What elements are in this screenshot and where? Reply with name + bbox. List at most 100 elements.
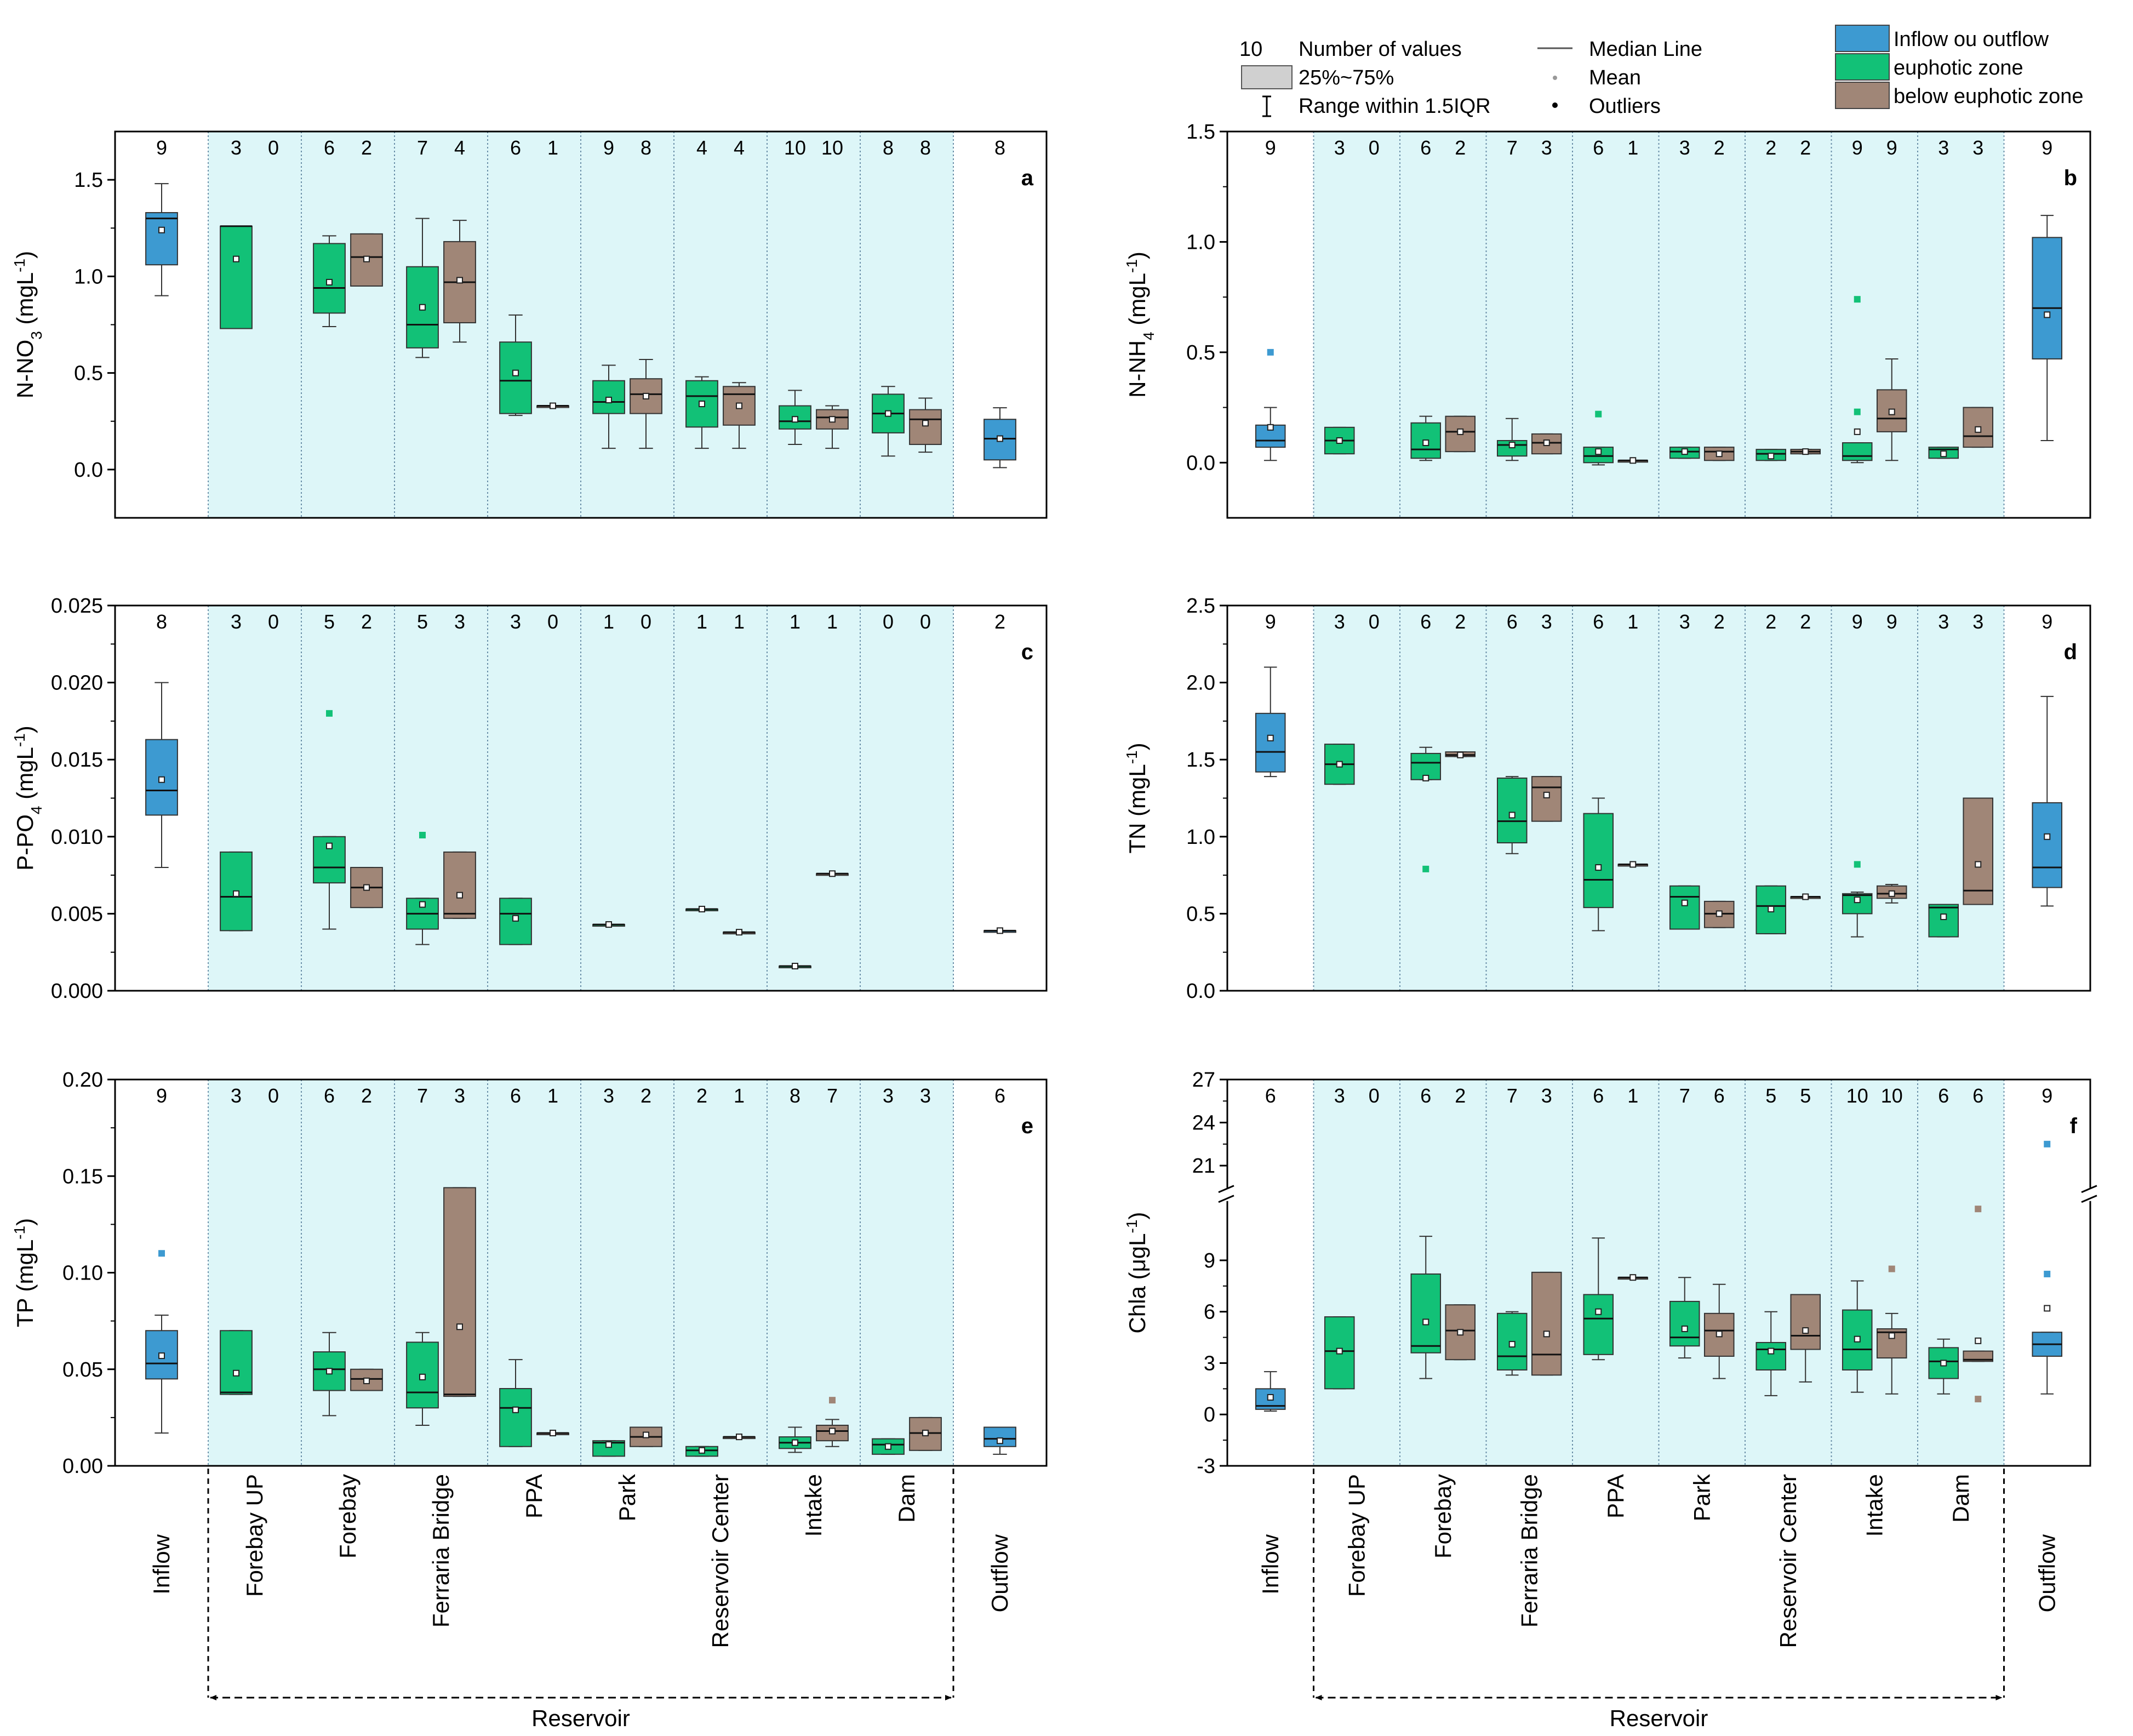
n-count: 9: [156, 1084, 167, 1107]
axis-break-mark: [2081, 1185, 2097, 1194]
mean-marker: [1854, 1335, 1861, 1343]
y-axis-label: P-PO4 (mgL-1): [11, 726, 45, 871]
n-count: 3: [920, 1084, 931, 1107]
n-count: 2: [1455, 610, 1466, 633]
iqr-box: [443, 1187, 476, 1397]
y-tick-label: 0.000: [51, 980, 103, 1003]
box-be: [1703, 1283, 1735, 1379]
mean-marker: [1681, 1325, 1688, 1332]
n-count: 6: [1507, 610, 1518, 633]
panel-d: 0.00.51.01.52.02.5TN (mgL-1)d9 3 0 6 2 6 3 6 1 3 2…: [1123, 595, 2091, 1003]
mean-marker: [997, 927, 1003, 934]
y-axis-label: N-NO3 (mgL-1): [11, 251, 45, 398]
mean-marker: [1457, 428, 1464, 435]
n-count: 9: [1265, 610, 1276, 633]
n-count: 9: [2041, 1084, 2052, 1107]
panel-letter: a: [1021, 166, 1034, 190]
site-label: Inflow: [1257, 1534, 1283, 1594]
site-label: PPA: [1603, 1474, 1628, 1518]
mean-marker: [456, 277, 463, 284]
n-count: 2: [1714, 610, 1725, 633]
n-count: 3: [1334, 136, 1345, 159]
legend-swatch-inflow-outflow: [1835, 25, 1890, 52]
box-be: [723, 929, 756, 936]
n-count: 2: [1800, 136, 1811, 159]
iqr-box: [1842, 1309, 1873, 1370]
box-be: [443, 1187, 476, 1397]
mean-marker: [363, 255, 370, 262]
box-eu: [779, 963, 811, 970]
y-tick-label: 1.0: [74, 265, 103, 288]
y-tick-label: 0: [1204, 1403, 1215, 1426]
n-count: 2: [361, 610, 372, 633]
mean-marker: [1422, 1318, 1429, 1326]
n-count: 6: [324, 136, 335, 159]
mean-marker: [1543, 439, 1550, 447]
site-label: Dam: [1948, 1474, 1974, 1523]
mean-marker: [158, 226, 165, 233]
y-tick-label: 0.005: [51, 903, 103, 926]
n-count: 0: [268, 610, 279, 633]
iqr-box: [1963, 797, 1994, 905]
box-be: [1790, 893, 1821, 900]
n-count: 2: [1800, 610, 1811, 633]
mean-marker: [922, 420, 929, 427]
legend-mean-label: Mean: [1589, 66, 1641, 89]
box-eu: [1669, 447, 1700, 459]
y-tick-label: 0.015: [51, 749, 103, 772]
mean-marker: [2044, 1305, 2051, 1312]
n-count: 1: [827, 610, 838, 633]
panel-letter: e: [1021, 1114, 1033, 1138]
mean-marker: [997, 435, 1003, 442]
n-count: 7: [1507, 1084, 1518, 1107]
n-count: 6: [324, 1084, 335, 1107]
y-tick-label: 0.025: [51, 595, 103, 618]
box-be: [1876, 883, 1907, 904]
n-count: 6: [1593, 136, 1604, 159]
y-tick-label: 1.0: [1186, 826, 1215, 849]
footer-right: Inflow Forebay UP Forebay Ferraria Bridge PP…: [1257, 1469, 2060, 1731]
box-be: [443, 851, 476, 919]
n-count: 6: [1593, 1084, 1604, 1107]
y-tick-label: 1.5: [1186, 121, 1215, 144]
mean-marker: [419, 1373, 426, 1380]
y-tick-label: 0.00: [62, 1455, 103, 1478]
n-count: 7: [417, 1084, 428, 1107]
mean-marker: [1888, 890, 1895, 897]
site-label: Reservoir Center: [1775, 1474, 1801, 1648]
mean-marker: [792, 963, 798, 970]
n-count: 0: [547, 610, 558, 633]
y-tick-label: 0.20: [62, 1069, 103, 1092]
mean-marker: [922, 1430, 929, 1437]
iqr-box: [1583, 813, 1614, 909]
mean-marker: [1888, 408, 1895, 415]
mean-marker: [699, 401, 705, 408]
box-be: [1617, 457, 1649, 464]
box-in: [1255, 1371, 1286, 1412]
mean-marker: [1422, 774, 1429, 781]
mean-marker: [233, 255, 239, 262]
box-eu: [1928, 1338, 1959, 1395]
n-count: 3: [1679, 136, 1690, 159]
mean-marker: [2044, 833, 2051, 840]
box-be: [1531, 1271, 1562, 1376]
mean-marker: [829, 1427, 836, 1435]
axis-break-mark: [1218, 1185, 1234, 1194]
n-count: 5: [1765, 1084, 1776, 1107]
mean-marker: [1267, 424, 1274, 431]
box-in: [145, 682, 178, 869]
mean-marker: [456, 1323, 463, 1330]
box-eu: [220, 851, 253, 932]
mean-marker: [736, 1434, 742, 1441]
n-count: 5: [324, 610, 335, 633]
n-count: 1: [547, 136, 558, 159]
n-count: 10: [821, 136, 843, 159]
mean-marker: [829, 416, 836, 423]
box-be: [1963, 407, 1994, 448]
axis-break-mark: [1218, 1195, 1234, 1203]
n-count: 6: [1714, 1084, 1725, 1107]
mean-marker: [158, 776, 165, 783]
mean-marker: [1768, 1347, 1775, 1355]
box-eu: [1496, 776, 1528, 854]
n-count: 1: [734, 1084, 745, 1107]
